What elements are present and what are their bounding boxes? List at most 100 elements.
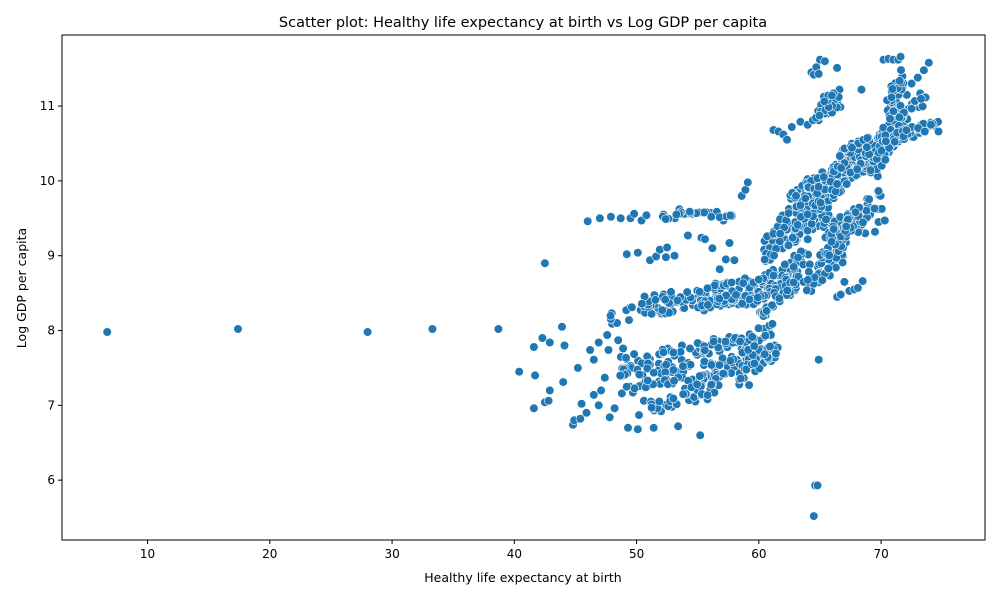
scatter-point bbox=[782, 285, 792, 296]
scatter-point bbox=[714, 360, 725, 370]
scatter-point bbox=[707, 243, 718, 253]
scatter-point bbox=[634, 369, 644, 380]
scatter-point bbox=[782, 135, 792, 145]
scatter-point bbox=[881, 136, 891, 146]
y-axis-label: Log GDP per capita bbox=[14, 228, 29, 348]
y-tick-label: 11 bbox=[40, 99, 55, 113]
scatter-point bbox=[870, 227, 880, 237]
scatter-point bbox=[744, 380, 754, 390]
scatter-point bbox=[634, 410, 644, 420]
scatter-point bbox=[654, 396, 664, 407]
scatter-point bbox=[702, 283, 713, 293]
scatter-point bbox=[765, 341, 775, 352]
scatter-point bbox=[602, 330, 612, 340]
scatter-point bbox=[720, 336, 731, 347]
scatter-point bbox=[802, 285, 812, 295]
scatter-point bbox=[789, 277, 799, 288]
scatter-point bbox=[725, 210, 736, 220]
scatter-point bbox=[735, 336, 745, 347]
scatter-point bbox=[852, 164, 862, 174]
scatter-point bbox=[661, 214, 671, 224]
scatter-point bbox=[603, 345, 614, 355]
scatter-point bbox=[737, 299, 747, 309]
scatter-point bbox=[850, 207, 861, 217]
scatter-point bbox=[887, 84, 898, 94]
scatter-point bbox=[543, 396, 554, 406]
scatter-point bbox=[901, 125, 912, 135]
scatter-point bbox=[668, 348, 679, 358]
scatter-point bbox=[700, 234, 710, 244]
scatter-point bbox=[633, 248, 643, 258]
scatter-point bbox=[880, 215, 890, 226]
scatter-point bbox=[685, 343, 695, 354]
scatter-point bbox=[668, 365, 679, 375]
scatter-point bbox=[841, 221, 851, 232]
scatter-point bbox=[666, 287, 676, 297]
scatter-point bbox=[725, 356, 736, 366]
chart-title: Scatter plot: Healthy life expectancy at… bbox=[279, 15, 767, 31]
scatter-point bbox=[814, 69, 824, 79]
x-axis-label: Healthy life expectancy at birth bbox=[424, 570, 621, 585]
scatter-point bbox=[819, 172, 829, 182]
y-tick-label: 8 bbox=[47, 324, 55, 338]
scatter-point bbox=[613, 335, 623, 345]
scatter-point bbox=[713, 343, 723, 353]
scatter-point bbox=[623, 423, 633, 433]
y-tick-label: 6 bbox=[47, 473, 55, 487]
scatter-point bbox=[827, 90, 837, 100]
scatter-point bbox=[791, 191, 801, 201]
scatter-point bbox=[795, 200, 806, 210]
scatter-point bbox=[726, 278, 737, 288]
scatter-point bbox=[731, 290, 741, 300]
scatter-point bbox=[864, 194, 874, 204]
scatter-point bbox=[714, 294, 724, 304]
scatter-point bbox=[643, 376, 653, 386]
x-tick-label: 20 bbox=[262, 547, 277, 561]
scatter-point bbox=[896, 65, 906, 75]
scatter-point bbox=[558, 377, 568, 387]
scatter-point bbox=[678, 361, 688, 371]
scatter-point bbox=[853, 283, 863, 293]
scatter-point bbox=[575, 414, 585, 424]
scatter-point bbox=[760, 349, 770, 359]
scatter-point bbox=[767, 319, 778, 329]
scatter-point bbox=[616, 213, 626, 223]
scatter-point bbox=[783, 240, 794, 250]
scatter-point bbox=[537, 333, 548, 343]
scatter-point bbox=[803, 275, 813, 285]
scatter-point bbox=[847, 143, 857, 153]
scatter-point bbox=[706, 380, 716, 390]
scatter-point bbox=[826, 237, 837, 247]
scatter-point bbox=[800, 193, 810, 203]
scatter-point bbox=[702, 390, 713, 400]
scatter-point bbox=[642, 363, 653, 374]
x-tick-label: 10 bbox=[140, 547, 155, 561]
y-tick-label: 7 bbox=[47, 398, 55, 412]
scatter-point bbox=[557, 322, 567, 332]
x-tick-label: 50 bbox=[629, 547, 644, 561]
scatter-point bbox=[885, 114, 895, 124]
scatter-point bbox=[917, 101, 928, 111]
scatter-point bbox=[671, 209, 682, 219]
scatter-point bbox=[724, 238, 735, 248]
scatter-point bbox=[233, 324, 243, 334]
scatter-point bbox=[754, 275, 764, 285]
scatter-point bbox=[573, 363, 583, 373]
scatter-point bbox=[694, 287, 705, 297]
scatter-point bbox=[621, 353, 631, 363]
scatter-point bbox=[769, 251, 779, 261]
scatter-point bbox=[660, 295, 670, 305]
scatter-point bbox=[706, 212, 716, 222]
scatter-point bbox=[662, 242, 672, 253]
scatter-point bbox=[788, 233, 798, 243]
scatter-point bbox=[895, 76, 905, 86]
scatter-point bbox=[865, 165, 876, 175]
scatter-point bbox=[869, 204, 880, 214]
scatter-point bbox=[606, 212, 616, 222]
scatter-point bbox=[831, 186, 841, 197]
scatter-point bbox=[678, 389, 688, 399]
scatter-point bbox=[706, 360, 717, 370]
scatter-point bbox=[605, 311, 616, 321]
scatter-point bbox=[749, 341, 759, 351]
scatter-point bbox=[718, 369, 728, 379]
